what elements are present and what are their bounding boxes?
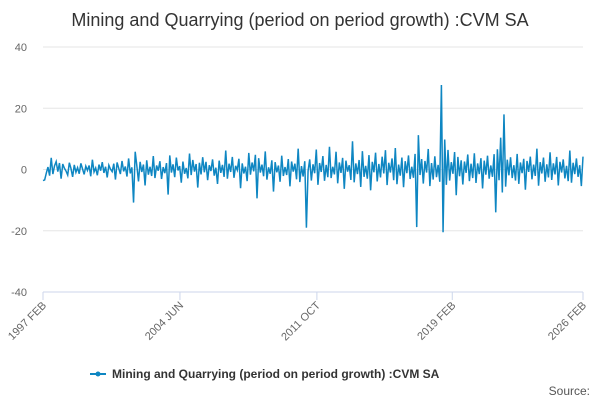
y-tick-label: -20 [11,226,27,238]
legend[interactable]: Mining and Quarrying (period on period g… [90,367,440,381]
x-tick-label: 2004 JUN [143,300,186,343]
y-tick-label: -40 [11,287,27,299]
series [42,84,584,233]
source-label: Source: [549,384,590,398]
y-tick-label: 0 [21,165,27,177]
legend-series-label: Mining and Quarrying (period on period g… [112,367,440,381]
y-tick-label: 20 [15,103,27,115]
x-tick-label: 2011 OCT [279,299,323,343]
x-axis: 1997 FEB 2004 JUN 2011 OCT 2019 FEB 2026 FEB [6,291,589,343]
series-line-mining-quarrying [42,84,584,233]
x-tick-label: 2019 FEB [415,300,458,343]
legend-series-marker [95,371,101,377]
y-axis: 40 20 0 -20 -40 [11,42,27,299]
x-tick-label: 2026 FEB [546,300,589,343]
x-tick-label: 1997 FEB [6,300,49,343]
y-tick-label: 40 [15,42,27,54]
chart-title: Mining and Quarrying (period on period g… [71,10,528,30]
